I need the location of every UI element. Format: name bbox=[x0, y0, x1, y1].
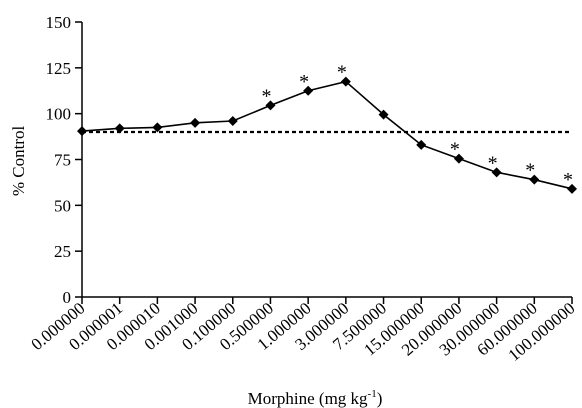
y-axis-title: % Control bbox=[9, 126, 28, 197]
y-tick-label: 50 bbox=[54, 196, 71, 215]
y-tick-label: 100 bbox=[46, 105, 72, 124]
significance-star: * bbox=[450, 139, 460, 161]
significance-markers: * * * * * * * bbox=[261, 62, 573, 191]
series-line bbox=[81, 80, 573, 190]
data-point bbox=[152, 122, 163, 133]
data-point bbox=[567, 183, 577, 194]
data-point bbox=[340, 76, 351, 87]
data-point bbox=[529, 174, 540, 185]
y-tick-label: 0 bbox=[63, 288, 72, 307]
markers bbox=[77, 76, 577, 194]
data-point bbox=[491, 167, 502, 178]
x-ticks: 0.0000000.0000010.0000100.0010000.100000… bbox=[28, 297, 579, 365]
x-axis-title-main: Morphine (mg kg bbox=[248, 389, 368, 408]
significance-star: * bbox=[299, 71, 309, 93]
data-point bbox=[190, 117, 201, 128]
significance-star: * bbox=[488, 152, 498, 174]
significance-star: * bbox=[563, 169, 573, 191]
data-point bbox=[265, 100, 276, 111]
data-point bbox=[77, 126, 87, 137]
data-point bbox=[227, 116, 238, 126]
x-axis-title-superscript: -1 bbox=[368, 388, 377, 400]
x-axis-title-suffix: ) bbox=[377, 389, 383, 408]
data-point bbox=[416, 139, 427, 150]
data-point bbox=[453, 153, 464, 164]
y-tick-label: 150 bbox=[46, 13, 72, 32]
data-point bbox=[114, 123, 125, 134]
y-tick-label: 125 bbox=[46, 59, 72, 78]
significance-star: * bbox=[337, 62, 347, 84]
data-point bbox=[378, 109, 389, 120]
significance-star: * bbox=[261, 85, 271, 107]
y-tick-label: 25 bbox=[54, 242, 71, 261]
significance-star: * bbox=[525, 160, 535, 182]
y-tick-label: 75 bbox=[54, 151, 71, 170]
axes bbox=[81, 22, 572, 298]
x-axis-title: Morphine (mg kg-1) bbox=[248, 388, 383, 408]
data-point bbox=[303, 85, 314, 96]
y-ticks: 0 25 50 75 100 125 150 bbox=[46, 13, 82, 307]
